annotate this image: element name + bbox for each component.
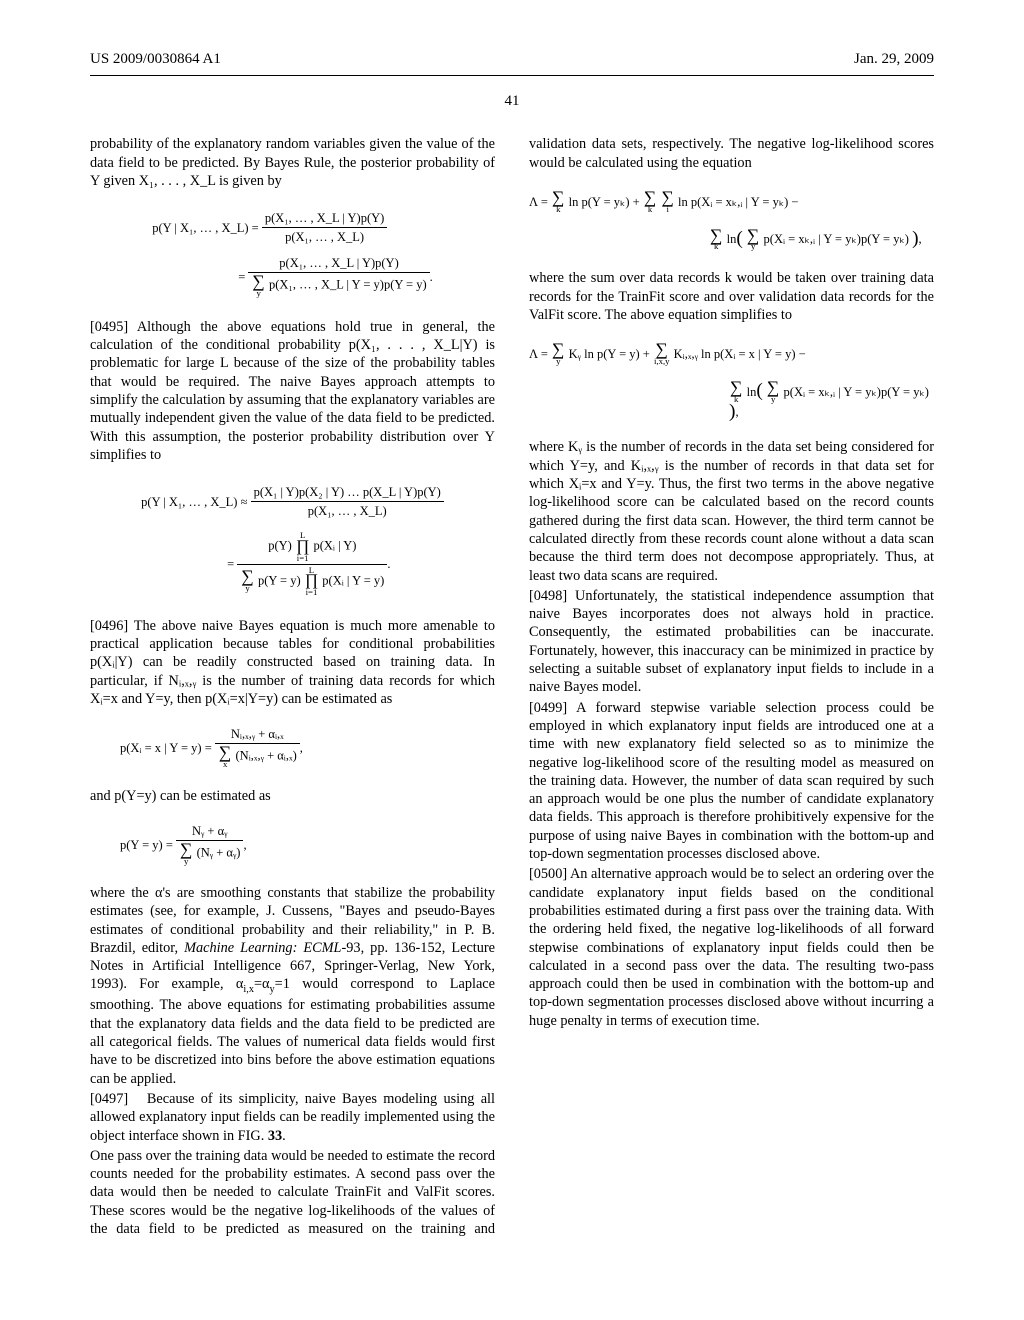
equation-lambda-2: Λ = ∑y Kᵧ ln p(Y = y) + ∑i,x,y Kᵢ,ₓ,ᵧ ln… bbox=[529, 342, 934, 420]
page-number: 41 bbox=[90, 92, 934, 111]
eq-lhs: Λ = bbox=[529, 194, 548, 210]
eq-part: p(Y) bbox=[268, 539, 292, 553]
eq-den: p(X₁, … , X_L) bbox=[251, 502, 444, 519]
eq-part: Kᵧ ln p(Y = y) + bbox=[569, 346, 650, 362]
paragraph-0499: [0499] A forward stepwise variable selec… bbox=[529, 699, 934, 864]
paragraph-0498: [0498] Unfortunately, the statistical in… bbox=[529, 587, 934, 697]
eq-part: p(Xᵢ = xₖ,ᵢ | Y = yₖ)p(Y = yₖ) bbox=[784, 384, 929, 400]
eq-num: p(X₁, … , X_L | Y)p(Y) bbox=[248, 255, 429, 273]
patent-page: US 2009/0030864 A1 Jan. 29, 2009 41 prob… bbox=[0, 0, 1024, 1320]
equation-py: p(Y = y) = Nᵧ + αᵧ ∑y (Nᵧ + αᵧ) , bbox=[120, 823, 495, 866]
eq-num: p(X₁ | Y)p(X₂ | Y) … p(X_L | Y)p(Y) bbox=[251, 484, 444, 502]
equation-naive-bayes: p(Y | X₁, … , X_L) ≈ p(X₁ | Y)p(X₂ | Y) … bbox=[90, 482, 495, 599]
patent-number: US 2009/0030864 A1 bbox=[90, 50, 221, 69]
eq-lhs: p(Xᵢ = x | Y = y) = bbox=[120, 740, 212, 756]
eq-den: (Nᵧ + αᵧ) bbox=[197, 846, 241, 860]
eq-den: (Nᵢ,ₓ,ᵧ + αᵢ,ₓ) bbox=[236, 749, 297, 763]
equation-pxi: p(Xᵢ = x | Y = y) = Nᵢ,ₓ,ᵧ + αᵢ,ₓ ∑x (Nᵢ… bbox=[120, 726, 495, 769]
eq-part: p(Xᵢ = xₖ,ᵢ | Y = yₖ)p(Y = yₖ) bbox=[764, 231, 909, 247]
eq-lhs: p(Y | X₁, … , X_L) = bbox=[152, 220, 259, 236]
paragraph-0497: [0497] Because of its simplicity, naive … bbox=[90, 1090, 495, 1145]
eq-num: p(X₁, … , X_L | Y)p(Y) bbox=[262, 210, 387, 228]
publication-date: Jan. 29, 2009 bbox=[854, 50, 934, 69]
paragraph: where the sum over data records k would … bbox=[529, 269, 934, 324]
paragraph-0500: [0500] An alternative approach would be … bbox=[529, 865, 934, 1030]
eq-den: p(X₁, … , X_L | Y = y)p(Y = y) bbox=[269, 278, 427, 292]
paragraph-0495: [0495] Although the above equations hold… bbox=[90, 318, 495, 464]
paragraph: and p(Y=y) can be estimated as bbox=[90, 787, 495, 805]
eq-den: p(X₁, … , X_L) bbox=[262, 228, 387, 245]
eq-part: p(Y = y) bbox=[258, 573, 301, 587]
eq-part: ln p(Y = yₖ) + bbox=[569, 194, 640, 210]
eq-part: Kᵢ,ₓ,ᵧ ln p(Xᵢ = x | Y = y) − bbox=[674, 346, 806, 362]
page-header: US 2009/0030864 A1 Jan. 29, 2009 bbox=[90, 50, 934, 69]
eq-lhs: Λ = bbox=[529, 346, 548, 362]
eq-lhs: p(Y = y) = bbox=[120, 837, 173, 853]
eq-part: ln p(Xᵢ = xₖ,ᵢ | Y = yₖ) − bbox=[678, 194, 798, 210]
eq-part: p(Xᵢ | Y) bbox=[313, 539, 356, 553]
equation-bayes: p(Y | X₁, … , X_L) = p(X₁, … , X_L | Y)p… bbox=[90, 208, 495, 300]
two-column-body: probability of the explanatory random va… bbox=[90, 135, 934, 1270]
paragraph: probability of the explanatory random va… bbox=[90, 135, 495, 190]
eq-part: p(Xᵢ | Y = y) bbox=[322, 573, 384, 587]
eq-lhs: p(Y | X₁, … , X_L) ≈ bbox=[141, 494, 247, 510]
equation-lambda-1: Λ = ∑k ln p(Y = yₖ) + ∑k ∑i ln p(Xᵢ = xₖ… bbox=[529, 190, 934, 251]
paragraph: where Kᵧ is the number of records in the… bbox=[529, 438, 934, 584]
paragraph-0496: [0496] The above naive Bayes equation is… bbox=[90, 617, 495, 708]
header-rule bbox=[90, 75, 934, 76]
paragraph-alpha: where the α's are smoothing constants th… bbox=[90, 884, 495, 1088]
